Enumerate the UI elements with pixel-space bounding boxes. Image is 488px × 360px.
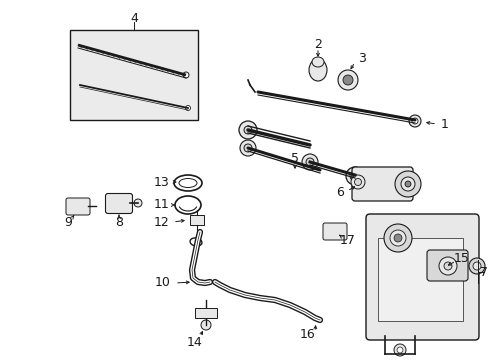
- Circle shape: [400, 177, 414, 191]
- Text: 7: 7: [479, 266, 487, 279]
- Circle shape: [472, 262, 480, 270]
- Circle shape: [393, 234, 401, 242]
- Text: 2: 2: [313, 37, 321, 50]
- Circle shape: [411, 118, 417, 124]
- Text: 3: 3: [357, 51, 365, 64]
- Circle shape: [404, 181, 410, 187]
- Text: 5: 5: [290, 152, 298, 165]
- Circle shape: [302, 154, 317, 170]
- Text: 10: 10: [155, 276, 171, 289]
- Circle shape: [354, 179, 361, 185]
- Circle shape: [389, 230, 405, 246]
- FancyBboxPatch shape: [66, 198, 90, 215]
- Text: 1: 1: [440, 117, 448, 130]
- Text: 14: 14: [187, 336, 203, 348]
- Bar: [70, 30, 198, 120]
- Text: 6: 6: [335, 186, 343, 199]
- Circle shape: [185, 105, 190, 111]
- Text: 13: 13: [154, 175, 169, 189]
- FancyBboxPatch shape: [426, 250, 467, 281]
- Circle shape: [349, 171, 359, 181]
- Text: 15: 15: [453, 252, 469, 265]
- Circle shape: [350, 175, 364, 189]
- Ellipse shape: [308, 59, 326, 81]
- Circle shape: [383, 224, 411, 252]
- Circle shape: [396, 347, 402, 353]
- FancyBboxPatch shape: [323, 223, 346, 240]
- Circle shape: [305, 158, 313, 166]
- FancyBboxPatch shape: [365, 214, 478, 340]
- Circle shape: [134, 199, 142, 207]
- Text: 11: 11: [154, 198, 169, 211]
- Text: 4: 4: [130, 12, 138, 24]
- Circle shape: [394, 171, 420, 197]
- Text: 9: 9: [64, 216, 72, 229]
- Circle shape: [438, 257, 456, 275]
- Circle shape: [201, 320, 210, 330]
- Circle shape: [393, 344, 405, 356]
- FancyBboxPatch shape: [105, 194, 132, 213]
- Bar: [190, 215, 203, 225]
- Circle shape: [183, 72, 189, 78]
- Circle shape: [337, 70, 357, 90]
- Circle shape: [468, 258, 484, 274]
- Circle shape: [408, 115, 420, 127]
- Circle shape: [443, 262, 451, 270]
- Bar: [195, 308, 217, 318]
- Text: 17: 17: [339, 234, 355, 247]
- Circle shape: [244, 126, 251, 134]
- Text: 8: 8: [115, 216, 123, 229]
- Text: 12: 12: [154, 216, 169, 229]
- Circle shape: [346, 167, 363, 185]
- Bar: [377, 238, 462, 321]
- Circle shape: [244, 144, 251, 152]
- Circle shape: [240, 140, 256, 156]
- Text: 16: 16: [300, 328, 315, 342]
- FancyBboxPatch shape: [351, 167, 412, 201]
- Ellipse shape: [311, 57, 324, 67]
- Circle shape: [239, 121, 257, 139]
- Circle shape: [342, 75, 352, 85]
